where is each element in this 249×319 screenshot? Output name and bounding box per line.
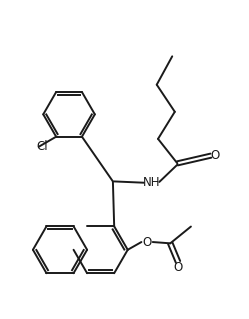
Text: NH: NH (143, 176, 160, 189)
Text: O: O (173, 261, 183, 274)
Text: Cl: Cl (36, 140, 48, 153)
Text: O: O (142, 235, 152, 249)
Text: O: O (210, 149, 219, 162)
